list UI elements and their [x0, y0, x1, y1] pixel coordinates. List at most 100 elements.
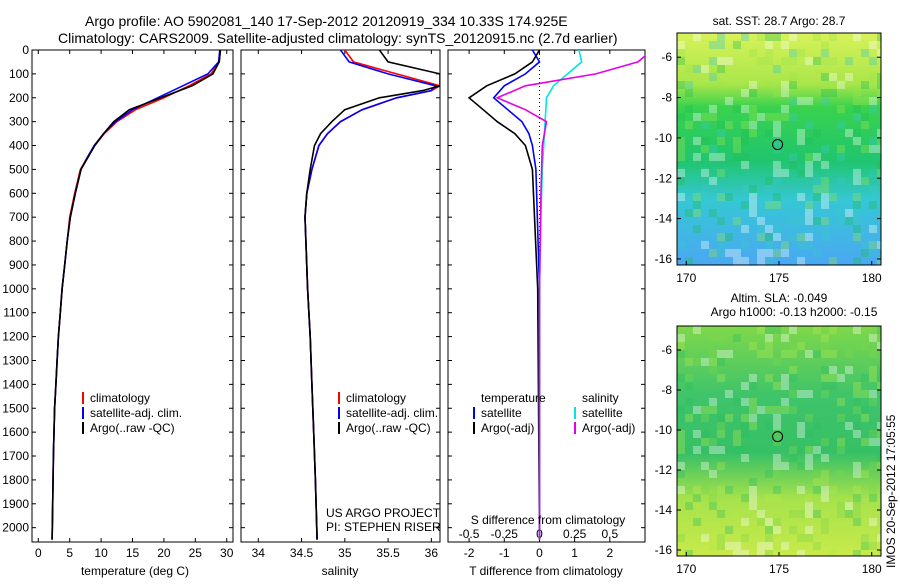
header-line2: Climatology: CARS2009. Satellite-adjuste… [58, 30, 618, 46]
map-cell [741, 478, 749, 486]
y-tick-label: 0 [22, 43, 29, 57]
map-cell [805, 121, 813, 129]
map-cell [837, 374, 845, 382]
map-cell [805, 414, 813, 422]
map-cell [797, 193, 805, 201]
map-cell [813, 57, 821, 65]
difference-line [492, 50, 541, 540]
y-tick-label: 1500 [2, 401, 29, 415]
map-cell [837, 153, 845, 161]
map-cell [701, 113, 709, 121]
map-cell [781, 350, 789, 358]
map-cell [725, 121, 733, 129]
map-cell [829, 257, 837, 265]
map-cell [853, 326, 861, 334]
map-cell [693, 502, 701, 510]
map-cell [861, 390, 869, 398]
map-cell [805, 217, 813, 225]
map-cell [733, 510, 741, 518]
map-cell [741, 550, 749, 556]
map-cell [861, 534, 869, 542]
sla-heatmap-texture [677, 326, 881, 556]
map-cell [805, 201, 813, 209]
map-cell [869, 374, 877, 382]
map-cell [773, 89, 781, 97]
map-cell [677, 81, 685, 89]
map-cell [685, 398, 693, 406]
map-cell [789, 454, 797, 462]
map-cell [733, 41, 741, 49]
salinity-axes [240, 49, 441, 543]
sla-map-title-2: Argo h1000: -0.13 h2000: -0.15 [711, 305, 878, 319]
map-cell [805, 494, 813, 502]
map-cell [693, 494, 701, 502]
map-cell [709, 41, 717, 49]
map-cell [765, 185, 773, 193]
map-cell [717, 249, 725, 257]
map-cell [741, 201, 749, 209]
map-cell [709, 153, 717, 161]
map-cell [757, 113, 765, 121]
map-cell [853, 169, 861, 177]
map-cell [773, 470, 781, 478]
map-cell [869, 185, 877, 193]
map-cell [749, 81, 757, 89]
map-cell [869, 137, 877, 145]
map-cell [685, 374, 693, 382]
map-cell [821, 526, 829, 534]
map-cell [853, 233, 861, 241]
map-cell [805, 446, 813, 454]
map-cell [869, 398, 877, 406]
map-cell [677, 57, 685, 65]
map-cell [749, 494, 757, 502]
map-cell [821, 89, 829, 97]
sla-map-title-1: Altim. SLA: -0.049 [731, 291, 828, 305]
map-cell [741, 422, 749, 430]
y-tick-label: 1600 [2, 425, 29, 439]
map-cell [693, 209, 701, 217]
x-tick-label: -2 [464, 546, 475, 560]
map-cell [821, 81, 829, 89]
map-cell [797, 257, 805, 265]
map-cell [845, 350, 853, 358]
map-cell [781, 41, 789, 49]
map-cell [741, 454, 749, 462]
map-cell [749, 193, 757, 201]
legend-label-s-argo: Argo(-adj) [582, 421, 635, 435]
map-cell [805, 169, 813, 177]
map-cell [677, 430, 685, 438]
map-cell [701, 430, 709, 438]
map-cell [765, 526, 773, 534]
map-cell [813, 350, 821, 358]
map-cell [821, 478, 829, 486]
map-cell [805, 350, 813, 358]
salinity-line [304, 50, 438, 540]
map-cell [757, 233, 765, 241]
difference-xlabel: T difference from climatology [469, 564, 623, 578]
map-cell [765, 350, 773, 358]
x-tick-label: 2 [606, 546, 613, 560]
legend-label-argo: Argo(..raw -QC) [90, 421, 175, 435]
map-cell [837, 398, 845, 406]
map-cell [725, 57, 733, 65]
map-cell [717, 169, 725, 177]
map-cell [717, 422, 725, 430]
x-tick-label: 35.5 [376, 546, 400, 560]
difference-axes [447, 49, 646, 543]
sst-map-title: sat. SST: 28.7 Argo: 28.7 [713, 14, 846, 28]
map-cell [821, 350, 829, 358]
y-tick-label: 1100 [3, 306, 29, 320]
map-cell [821, 201, 829, 209]
map-cell [757, 225, 765, 233]
map-cell [685, 105, 693, 113]
map-cell [717, 326, 725, 334]
map-cell [789, 446, 797, 454]
map-cell [765, 342, 773, 350]
map-cell [813, 249, 821, 257]
map-cell [749, 382, 757, 390]
map-cell [869, 97, 877, 105]
map-cell [717, 414, 725, 422]
map-cell [773, 542, 781, 550]
